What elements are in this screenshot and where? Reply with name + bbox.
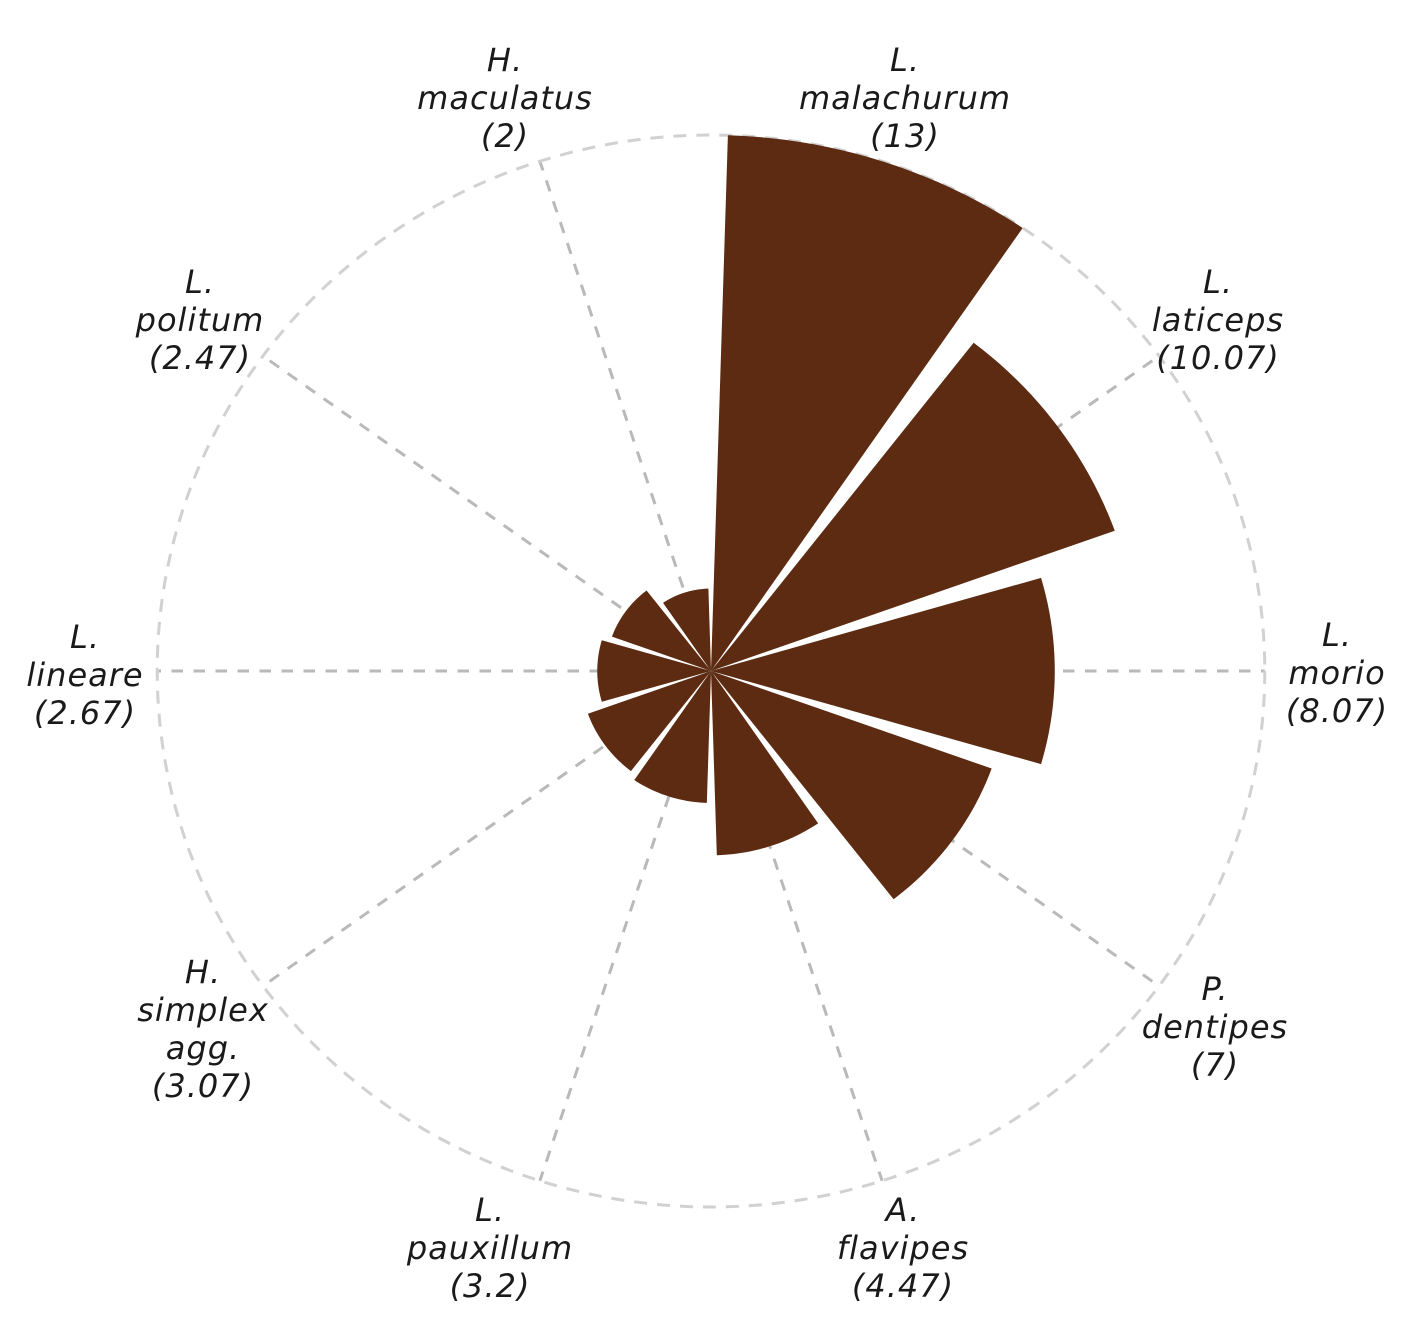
wedge-lineare: [597, 640, 711, 702]
label-line: L.: [184, 263, 215, 301]
label-line: (3.07): [151, 1067, 255, 1105]
label-line: (2.67): [33, 694, 137, 732]
category-label-dentipes: P. dentipes (7): [1142, 970, 1288, 1084]
category-label-malachurum: L. malachurum (13): [799, 41, 1011, 155]
category-label-morio: L. morio (8.07): [1286, 616, 1388, 730]
category-label-maculatus: H. maculatus (2): [417, 41, 593, 155]
label-line: maculatus: [417, 79, 593, 117]
category-label-flavipes: A. flavipes (4.47): [837, 1191, 969, 1305]
label-line: agg.: [165, 1029, 241, 1067]
label-line: flavipes: [836, 1229, 970, 1267]
category-label-simplex-agg: H. simplex agg. (3.07): [137, 953, 269, 1105]
wedge-malachurum: [711, 135, 1023, 671]
label-line: L.: [1202, 263, 1233, 301]
label-line: L.: [889, 41, 920, 79]
axis-line-maculatus: [538, 160, 713, 672]
label-line: (7): [1190, 1046, 1240, 1084]
wedge-flavipes: [711, 671, 819, 856]
label-line: (4.47): [851, 1267, 955, 1305]
wedge-politum: [611, 590, 711, 671]
label-line: A.: [885, 1191, 921, 1229]
label-line: (8.07): [1285, 692, 1389, 730]
label-line: laticeps: [1151, 301, 1285, 339]
wedge-morio: [711, 577, 1055, 765]
label-line: L.: [474, 1191, 505, 1229]
label-line: pauxillum: [406, 1229, 574, 1267]
category-label-lineare: L. lineare (2.67): [26, 618, 143, 732]
label-line: (13): [870, 117, 940, 155]
label-line: (10.07): [1156, 339, 1280, 377]
label-line: H.: [184, 953, 222, 991]
wedge-dentipes: [711, 671, 992, 900]
category-label-laticeps: L. laticeps (10.07): [1152, 263, 1284, 377]
wedges-group: [587, 135, 1115, 900]
label-line: dentipes: [1141, 1008, 1289, 1046]
label-line: (2.47): [148, 339, 252, 377]
wedge-pauxillum: [634, 671, 711, 803]
label-line: P.: [1201, 970, 1229, 1008]
category-label-politum: L. politum (2.47): [136, 263, 265, 377]
label-line: L.: [69, 618, 100, 656]
wedge-laticeps: [711, 342, 1115, 671]
label-line: L.: [1322, 616, 1352, 654]
label-line: (3.2): [449, 1267, 531, 1305]
outer-ring: [155, 133, 1267, 1209]
label-line: H.: [486, 41, 524, 79]
label-line: malachurum: [798, 79, 1012, 117]
label-line: politum: [135, 301, 265, 339]
polar-grid-ring: [155, 133, 1267, 1209]
label-line: simplex: [137, 991, 269, 1029]
label-line: morio: [1288, 654, 1386, 692]
wedge-simplex-agg: [587, 671, 711, 772]
category-label-pauxillum: L. pauxillum (3.2): [407, 1191, 573, 1305]
label-line: (2): [480, 117, 530, 155]
label-line: lineare: [26, 656, 144, 694]
wedge-maculatus: [663, 588, 711, 671]
